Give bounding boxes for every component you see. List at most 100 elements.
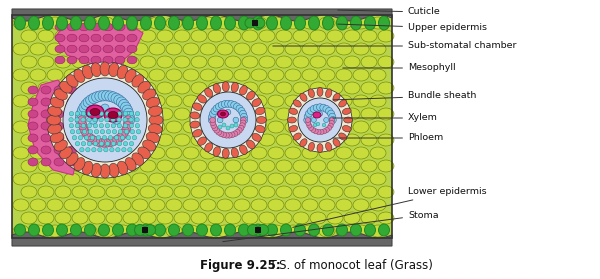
Ellipse shape: [149, 69, 165, 81]
Ellipse shape: [326, 89, 332, 98]
Circle shape: [329, 113, 336, 120]
Circle shape: [238, 125, 244, 131]
Circle shape: [307, 123, 312, 128]
Circle shape: [230, 124, 234, 128]
Ellipse shape: [64, 147, 80, 159]
Ellipse shape: [123, 212, 139, 224]
Ellipse shape: [98, 121, 114, 133]
Ellipse shape: [138, 147, 151, 159]
Circle shape: [117, 124, 122, 128]
Ellipse shape: [370, 121, 386, 133]
Circle shape: [119, 99, 129, 110]
Ellipse shape: [47, 95, 63, 107]
Ellipse shape: [100, 62, 110, 76]
Circle shape: [121, 127, 130, 135]
Ellipse shape: [115, 45, 125, 53]
Circle shape: [190, 82, 266, 158]
Ellipse shape: [344, 117, 353, 123]
Circle shape: [81, 124, 86, 128]
Ellipse shape: [268, 147, 284, 159]
Ellipse shape: [327, 186, 343, 198]
Circle shape: [132, 136, 137, 140]
Ellipse shape: [41, 98, 51, 106]
Ellipse shape: [81, 69, 97, 81]
Ellipse shape: [344, 212, 360, 224]
Ellipse shape: [140, 224, 151, 236]
Circle shape: [79, 124, 88, 133]
Ellipse shape: [242, 56, 258, 68]
Ellipse shape: [239, 224, 250, 236]
Ellipse shape: [106, 186, 122, 198]
Ellipse shape: [115, 199, 131, 211]
Circle shape: [76, 115, 86, 125]
Ellipse shape: [327, 212, 343, 224]
Ellipse shape: [28, 158, 38, 166]
Ellipse shape: [123, 160, 139, 172]
Circle shape: [108, 92, 118, 102]
Ellipse shape: [85, 224, 95, 236]
Ellipse shape: [225, 186, 241, 198]
Ellipse shape: [41, 122, 51, 130]
Ellipse shape: [89, 212, 105, 224]
Ellipse shape: [132, 147, 148, 159]
Ellipse shape: [106, 82, 122, 94]
Circle shape: [236, 128, 242, 133]
Ellipse shape: [323, 16, 334, 30]
Ellipse shape: [72, 82, 88, 94]
Circle shape: [84, 132, 92, 140]
Ellipse shape: [149, 225, 165, 237]
Ellipse shape: [67, 56, 77, 64]
Circle shape: [102, 139, 110, 147]
Ellipse shape: [146, 132, 160, 143]
Circle shape: [123, 112, 128, 116]
Text: Stoma: Stoma: [223, 210, 439, 242]
Ellipse shape: [302, 147, 318, 159]
Circle shape: [114, 95, 124, 105]
Ellipse shape: [310, 82, 326, 94]
Ellipse shape: [353, 173, 369, 185]
Circle shape: [313, 123, 317, 127]
Ellipse shape: [213, 84, 221, 93]
Ellipse shape: [182, 16, 193, 30]
Ellipse shape: [251, 95, 267, 107]
Ellipse shape: [234, 199, 250, 211]
Circle shape: [116, 134, 124, 142]
Ellipse shape: [353, 43, 369, 55]
Ellipse shape: [191, 30, 207, 42]
Circle shape: [235, 129, 240, 135]
Ellipse shape: [54, 89, 67, 100]
Circle shape: [234, 123, 238, 127]
Circle shape: [218, 102, 225, 109]
Circle shape: [239, 110, 247, 117]
Ellipse shape: [81, 199, 97, 211]
Ellipse shape: [55, 23, 65, 31]
Ellipse shape: [132, 225, 148, 237]
Ellipse shape: [13, 69, 29, 81]
Ellipse shape: [166, 43, 182, 55]
Ellipse shape: [333, 93, 340, 101]
Ellipse shape: [378, 134, 394, 146]
Circle shape: [98, 90, 109, 101]
Circle shape: [75, 117, 79, 122]
Circle shape: [93, 112, 98, 116]
Ellipse shape: [310, 186, 326, 198]
Circle shape: [79, 122, 87, 130]
Ellipse shape: [268, 225, 284, 237]
Ellipse shape: [29, 224, 40, 236]
Circle shape: [305, 117, 310, 122]
Ellipse shape: [287, 117, 296, 123]
Ellipse shape: [197, 16, 208, 30]
Ellipse shape: [378, 82, 394, 94]
Ellipse shape: [54, 158, 64, 166]
Ellipse shape: [81, 17, 97, 29]
Ellipse shape: [217, 17, 233, 29]
Ellipse shape: [157, 186, 173, 198]
Circle shape: [78, 116, 86, 124]
Ellipse shape: [149, 147, 165, 159]
Circle shape: [124, 115, 134, 125]
Ellipse shape: [79, 34, 89, 42]
Ellipse shape: [71, 16, 82, 30]
Circle shape: [105, 112, 110, 116]
Ellipse shape: [140, 186, 156, 198]
Ellipse shape: [217, 121, 233, 133]
